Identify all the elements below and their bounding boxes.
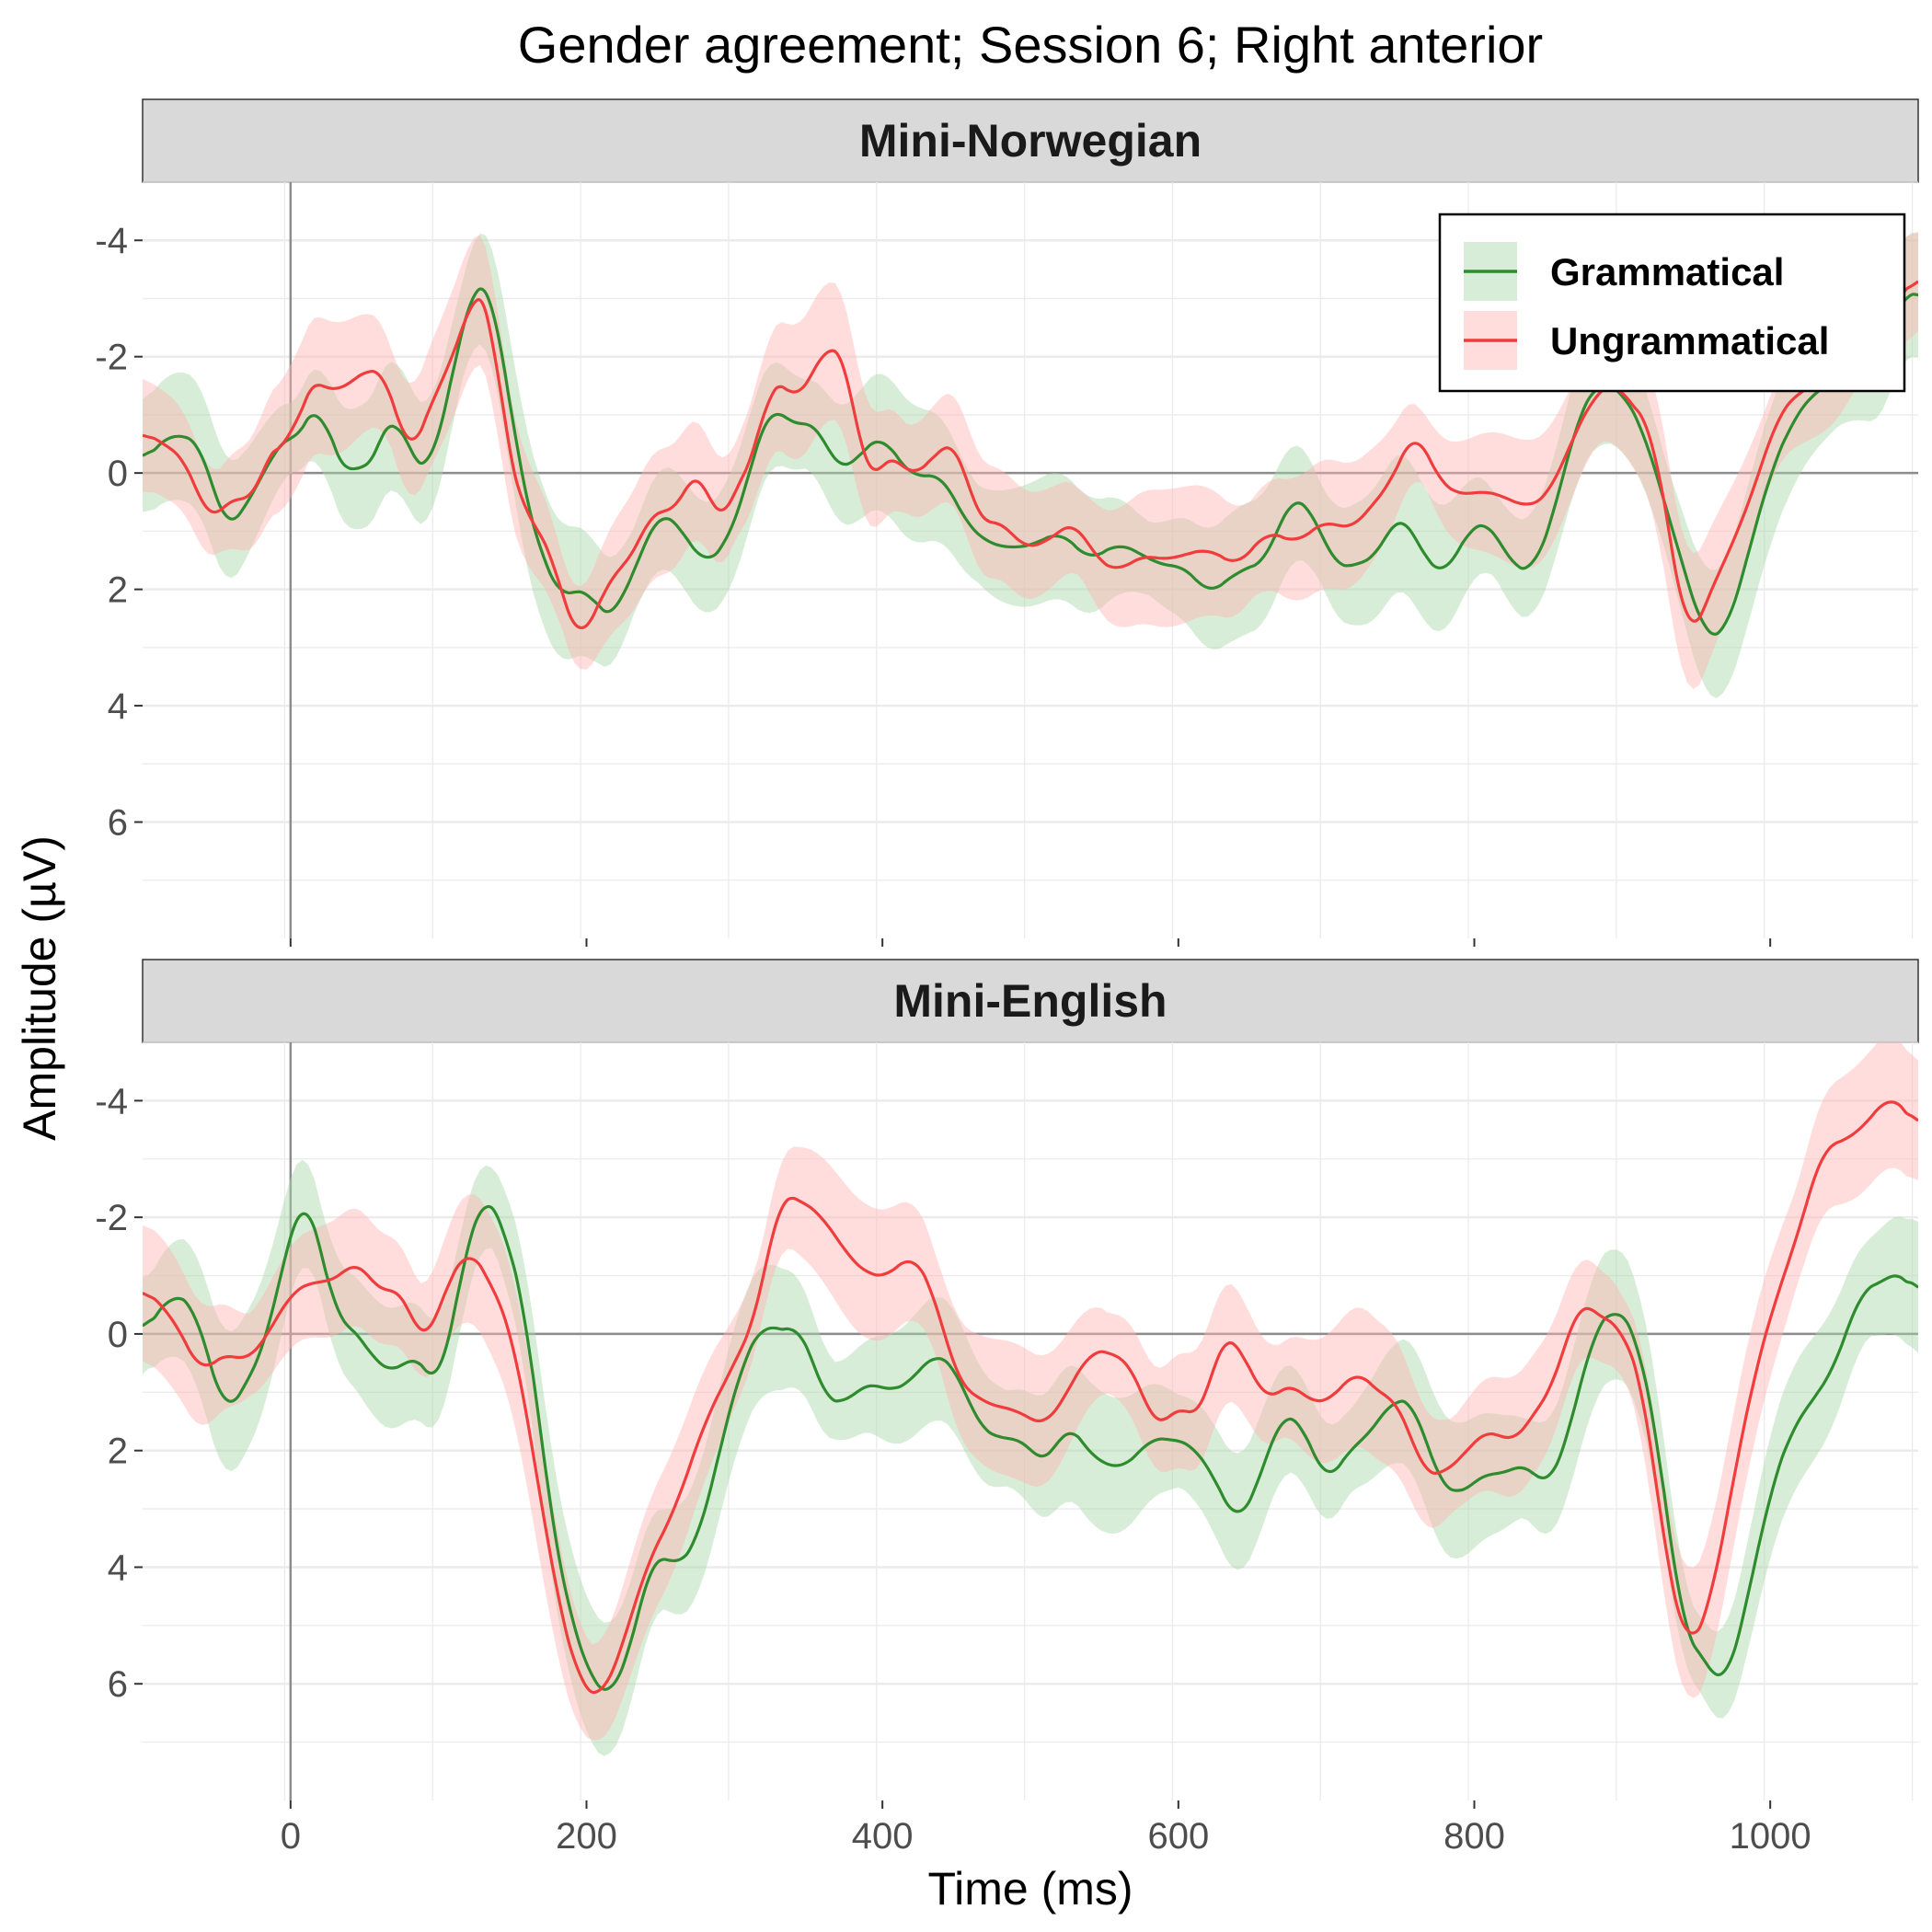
x-tick-label: 600 <box>1147 1816 1209 1857</box>
y-tick-label: -2 <box>95 338 128 378</box>
x-tick-label: 0 <box>281 1816 301 1857</box>
series-line-ungrammatical <box>143 1100 1918 1695</box>
panel-strip-label: Mini-English <box>893 975 1167 1027</box>
x-axis-title: Time (ms) <box>927 1863 1133 1915</box>
legend: Grammatical Ungrammatical <box>1438 213 1906 393</box>
x-tick-label: 1000 <box>1730 1816 1811 1857</box>
panel-0: Mini-Norwegian -4 -2 0 2 4 6 <box>95 98 1919 947</box>
y-tick-label: 0 <box>108 1315 128 1355</box>
y-tick-label: 2 <box>108 1432 128 1472</box>
series-group <box>143 231 1918 698</box>
series-line-ungrammatical <box>143 280 1918 629</box>
y-tick-label: 6 <box>108 1664 128 1705</box>
series-group <box>143 1042 1918 1756</box>
x-tick-label: 400 <box>852 1816 914 1857</box>
series-band-ungrammatical <box>143 1042 1918 1741</box>
panel-1: Mini-English -4 -2 0 2 4 6 0 200 400 600 800 1000 <box>95 959 1919 1857</box>
y-tick-label: -2 <box>95 1198 128 1238</box>
y-tick-label: 4 <box>108 1547 128 1588</box>
y-axis-title: Amplitude (µV) <box>14 835 65 1141</box>
x-tick-label: 800 <box>1443 1816 1505 1857</box>
legend-label-ungrammatical: Ungrammatical <box>1550 319 1829 362</box>
y-tick-label: 0 <box>108 454 128 494</box>
panel-strip <box>142 959 1919 1043</box>
panel-strip-label: Mini-Norwegian <box>859 115 1202 167</box>
panel-strip <box>142 98 1919 183</box>
series-line-grammatical <box>143 1204 1918 1691</box>
y-tick-label: -4 <box>95 1081 128 1121</box>
series-band-grammatical <box>143 1159 1918 1756</box>
y-tick-label: 4 <box>108 686 128 727</box>
legend-box <box>1438 213 1906 393</box>
chart-title: Gender agreement; Session 6; Right anter… <box>518 16 1543 74</box>
legend-label-grammatical: Grammatical <box>1550 250 1784 293</box>
y-tick-label: 6 <box>108 803 128 844</box>
panels: Mini-Norwegian -4 -2 0 2 4 6 Mini-English -4 -2 0 2… <box>95 98 1919 1857</box>
y-tick-label: 2 <box>108 570 128 611</box>
y-tick-label: -4 <box>95 221 128 261</box>
x-tick-label: 200 <box>556 1816 617 1857</box>
series-band-grammatical <box>143 232 1918 698</box>
